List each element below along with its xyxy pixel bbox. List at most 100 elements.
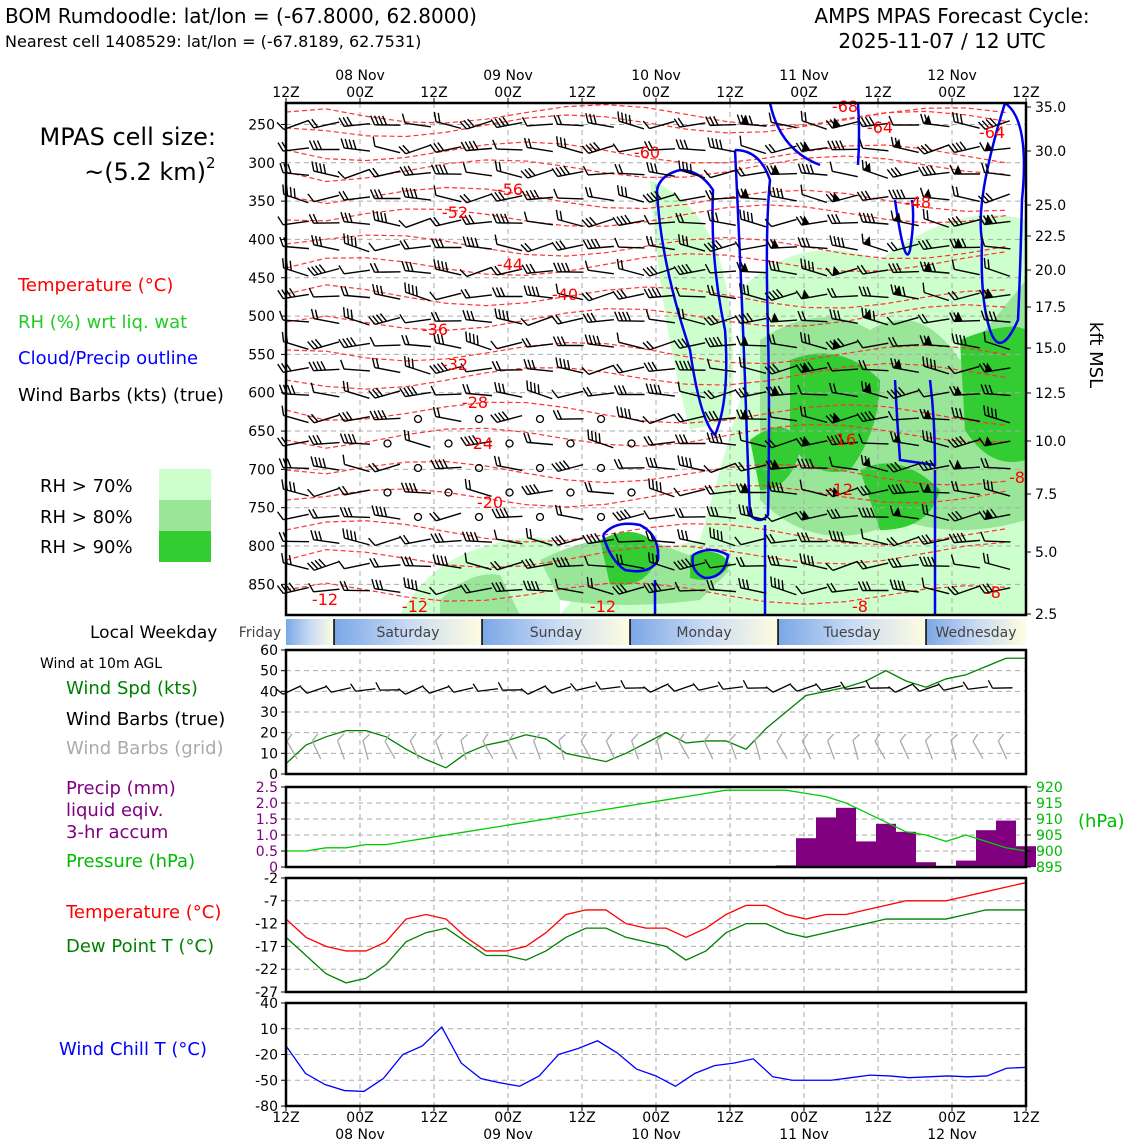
calm-wind-circle (413, 463, 423, 473)
wind-barb-shaft (832, 588, 858, 593)
wind-barb-flag (404, 282, 407, 293)
weekday-label: Local Weekday (90, 623, 217, 643)
wind-barb-flag (655, 554, 658, 565)
wind-barb-flag (983, 257, 986, 268)
wind-barb-shaft (313, 414, 340, 424)
windchill-label: Wind Chill T (°C) (59, 1039, 207, 1060)
wind-barb-shaft (923, 512, 950, 522)
wind-barb-flag (525, 337, 532, 347)
wind-barb (645, 530, 676, 544)
wind-barb-shaft (527, 389, 553, 400)
wind-barb (768, 260, 797, 275)
wind-barb-flag (616, 289, 624, 299)
wind-barb-shaft (984, 120, 1011, 130)
wind-barb (552, 336, 584, 347)
wind-barb-flag (375, 284, 380, 295)
wind-barb (765, 238, 798, 249)
wind-barb-flag (494, 413, 502, 422)
wind-barb-shaft (435, 120, 462, 130)
wind-barb-flag (430, 238, 437, 248)
wind-barb-flag (404, 556, 410, 566)
wind-barb-shaft (679, 561, 706, 571)
wind-barb (734, 166, 767, 177)
wind-barb (738, 430, 767, 448)
wind-barb-flag (919, 408, 925, 419)
wind-barb-shaft (832, 560, 858, 572)
wind-barb-shaft (283, 267, 309, 277)
wind-barb-flag (584, 481, 589, 492)
wind-barb (555, 357, 584, 374)
bottom-date-label: 08 Nov (335, 1127, 385, 1140)
wind-barb (493, 455, 523, 472)
wind-barb-flag (829, 235, 833, 246)
wind-barb-shaft (466, 340, 492, 351)
wind-barb-flag (557, 262, 563, 273)
wind-barb (947, 510, 980, 522)
wind-barb-flag (411, 386, 418, 396)
wind-barb (799, 405, 828, 424)
wind-barb-shaft (954, 268, 980, 276)
wind-barb-flag (590, 533, 597, 543)
wind-barb-flag (410, 579, 414, 590)
wind-barb-flag (989, 117, 998, 126)
wind-barb-flag (433, 111, 437, 122)
wind-barb-flag (616, 185, 620, 196)
wind-barb-flag (711, 241, 719, 250)
wind-barb-flag (496, 213, 502, 224)
legend-cloud: Cloud/Precip outline (18, 348, 198, 369)
wind-barb-flag (742, 284, 746, 295)
wind-barb (887, 410, 920, 421)
wind-barb-true-shaft (477, 688, 499, 692)
wind-barb-flag (893, 579, 898, 590)
wind-barb-flag (368, 316, 376, 325)
wind-barb (643, 361, 676, 373)
wind-barb-shaft (343, 442, 371, 445)
wind-barb-flag (720, 531, 723, 542)
wind-barb-flag (708, 484, 715, 494)
wind-barb (368, 242, 401, 252)
wind-barb (460, 214, 493, 226)
wind-barb-flag (736, 261, 742, 272)
wind-barb-flag (612, 290, 620, 300)
wind-barb-flag (318, 236, 323, 247)
wind-barb-grid (311, 733, 322, 760)
wind-barb-flag (653, 384, 658, 395)
wind-barb-flag (891, 558, 898, 568)
wind-barb-shaft (771, 269, 797, 275)
wind-barb-grid-shaft (826, 740, 836, 760)
wind-barb-shaft (283, 586, 309, 595)
wind-barb-flag (375, 314, 384, 323)
wind-barb-true (912, 684, 939, 692)
wind-barb-shaft (984, 340, 1011, 351)
wind-barb-grid-flag (776, 733, 783, 742)
wind-barb-flag (828, 382, 833, 393)
wind-barb-shaft (771, 292, 797, 301)
wind-barb-flag (399, 240, 406, 250)
wind-barb (586, 576, 614, 595)
wind-barb-flag (887, 410, 894, 421)
wind-barb (581, 141, 614, 154)
wind-barb (767, 555, 798, 569)
wind-barb-pennant (984, 509, 993, 520)
wind-barb (642, 265, 675, 277)
wind-barb-flag (901, 580, 906, 591)
weekday-band-segment (630, 619, 778, 645)
wind-barb-flag (925, 534, 933, 543)
panel-y-tick-label: 50 (260, 664, 278, 680)
wind-barb (642, 190, 675, 203)
wind-barb-flag (310, 456, 315, 467)
wind-barb-flag (955, 437, 963, 446)
panel-y-tick-label: 60 (260, 643, 278, 659)
calm-wind-circle (444, 488, 453, 497)
wind-barb-flag (581, 145, 590, 154)
wind-barb (678, 160, 706, 179)
wind-barb (612, 214, 645, 227)
wind-barb-true (643, 683, 669, 693)
wind-barb (825, 560, 858, 572)
wind-barb-flag (495, 508, 502, 518)
wind-barb-shaft (649, 392, 675, 397)
wind-barb (917, 534, 950, 545)
wind-barb-flag (497, 382, 502, 393)
wind-barb-shaft (374, 316, 401, 326)
wind-barb-shaft (466, 440, 492, 447)
